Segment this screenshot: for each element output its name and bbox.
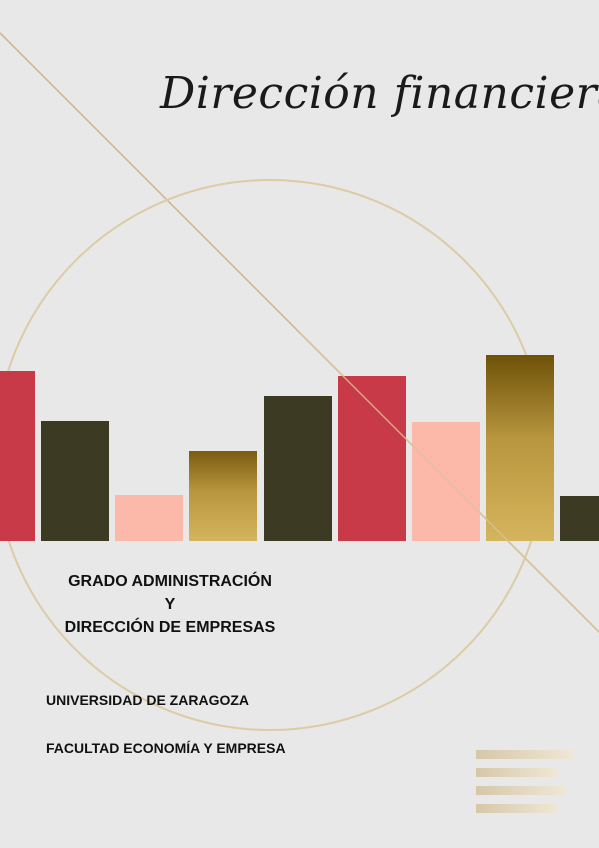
decorative-stripe-4 — [476, 804, 557, 813]
decorative-bar-8 — [486, 355, 554, 541]
degree-block: GRADO ADMINISTRACIÓN Y DIRECCIÓN DE EMPR… — [40, 570, 300, 639]
decorative-bar-1 — [0, 371, 35, 541]
decorative-bar-9 — [560, 496, 599, 541]
decorative-bar-4 — [189, 451, 257, 541]
university-name: UNIVERSIDAD DE ZARAGOZA — [46, 692, 250, 708]
degree-line-2: Y — [164, 596, 176, 613]
decorative-stripe-1 — [476, 750, 573, 759]
decorative-bar-2 — [41, 421, 109, 541]
decorative-bar-6 — [338, 376, 406, 541]
decorative-bar-7 — [412, 422, 480, 541]
decorative-stripe-3 — [476, 786, 565, 795]
diagonal-line-over-bars — [299, 332, 599, 633]
faculty-name: FACULTAD ECONOMÍA Y EMPRESA — [46, 740, 286, 756]
decorative-stripe-2 — [476, 768, 557, 777]
document-title: Dirección financiera — [160, 68, 599, 119]
decorative-bar-3 — [115, 495, 183, 541]
degree-line-3: DIRECCIÓN DE EMPRESAS — [64, 619, 276, 636]
decorative-bar-5 — [264, 396, 332, 541]
degree-line-1: GRADO ADMINISTRACIÓN — [68, 573, 272, 590]
